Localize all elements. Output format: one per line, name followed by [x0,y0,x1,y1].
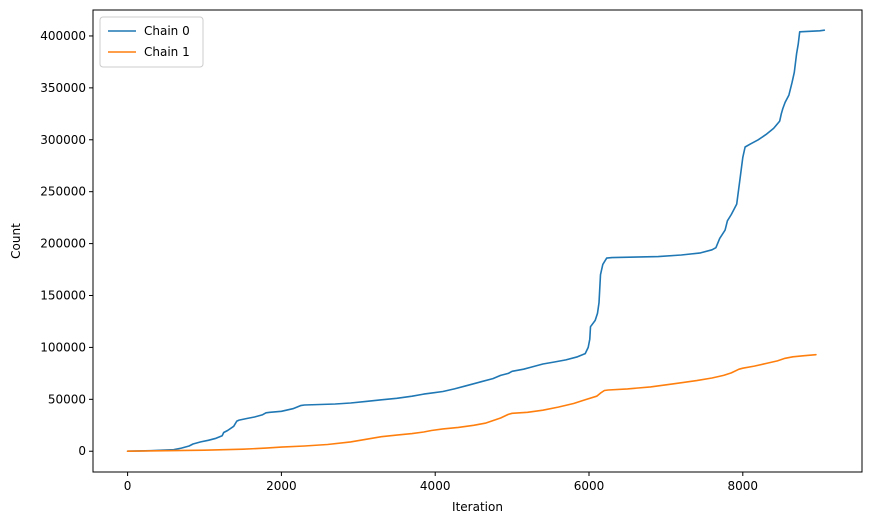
y-tick-label: 100000 [40,340,86,354]
y-tick-label: 50000 [48,392,86,406]
legend-label: Chain 1 [144,45,190,59]
y-tick-label: 0 [78,444,86,458]
x-tick-label: 2000 [266,479,297,493]
y-tick-label: 150000 [40,289,86,303]
y-tick-label: 300000 [40,133,86,147]
x-axis-label: Iteration [452,500,503,514]
x-tick-label: 4000 [420,479,451,493]
y-axis-label: Count [9,223,23,259]
x-tick-label: 8000 [728,479,759,493]
y-tick-label: 250000 [40,185,86,199]
legend-label: Chain 0 [144,24,190,38]
plot-frame [92,9,863,473]
y-tick-label: 200000 [40,237,86,251]
y-tick-label: 400000 [40,29,86,43]
series-line-chain-1 [126,353,817,452]
legend: Chain 0 Chain 1 [99,16,204,68]
x-tick-label: 0 [124,479,132,493]
legend-box [99,16,204,68]
x-tick-label: 6000 [574,479,605,493]
y-tick-label: 350000 [40,81,86,95]
series-line-chain-0 [126,29,826,452]
series-layer [126,29,826,452]
ticks-layer: 0 2000 4000 6000 8000 0 50000 100000 150000 20000… [40,29,758,493]
